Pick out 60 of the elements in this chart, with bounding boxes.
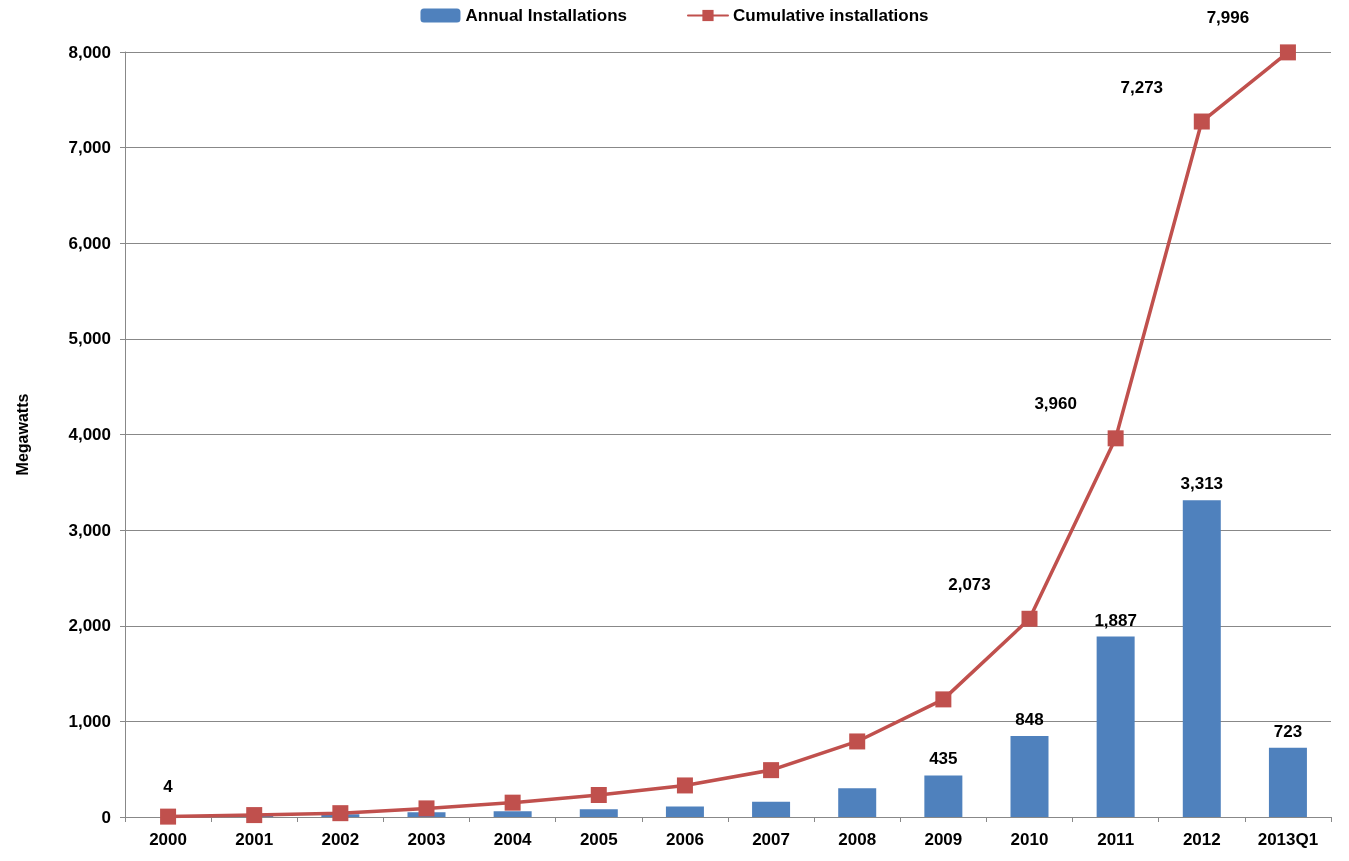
point (935, 691, 952, 708)
x-tick-label: 2008 (838, 830, 877, 849)
x-tick-label: 2005 (579, 830, 618, 849)
point (1107, 430, 1124, 447)
x-tick-label: 2004 (493, 830, 533, 849)
x-tick-label: 2012 (1182, 830, 1221, 849)
data-label: 435 (929, 749, 958, 769)
point (849, 733, 866, 750)
legend-label: Cumulative installations (732, 6, 929, 25)
y-tick-label: 1,000 (68, 711, 111, 731)
y-tick-label: 0 (101, 807, 111, 827)
point (1279, 44, 1296, 61)
point (763, 762, 780, 779)
x-tick-label: 2002 (321, 830, 360, 849)
data-label: 848 (1015, 709, 1044, 729)
x-tick-label: 2011 (1097, 830, 1135, 849)
point (504, 794, 521, 811)
bar (924, 775, 963, 817)
data-label: 2,073 (948, 574, 991, 594)
bar (1010, 735, 1049, 817)
x-tick-label: 2013Q1 (1257, 830, 1319, 849)
bar (752, 801, 791, 817)
x-tick-label: 2000 (149, 830, 187, 849)
data-label: 7,996 (1206, 8, 1250, 28)
data-label: 3,313 (1180, 474, 1224, 494)
point (418, 800, 435, 817)
point (1021, 610, 1038, 627)
bar (1182, 500, 1221, 817)
y-tick-label: 4,000 (68, 425, 111, 444)
y-tick-label: 7,000 (68, 138, 111, 158)
x-tick-label: 2007 (752, 830, 790, 849)
x-tick-label: 2006 (666, 830, 704, 849)
bar (1268, 747, 1307, 817)
y-tick-label: 2,000 (68, 616, 111, 636)
y-tick-label: 8,000 (68, 42, 111, 62)
point (160, 808, 177, 825)
data-label: 723 (1273, 721, 1303, 741)
y-axis-title: Megawatts (13, 393, 31, 476)
x-tick-label: 2010 (1010, 830, 1049, 849)
data-label: 4 (163, 776, 174, 796)
bar (665, 806, 704, 817)
bar (1096, 636, 1135, 817)
y-tick-label: 3,000 (68, 520, 111, 540)
x-tick-label: 2003 (407, 830, 446, 849)
bar (838, 788, 877, 817)
y-tick-label: 5,000 (68, 329, 111, 349)
point (1193, 113, 1210, 130)
data-label: 7,273 (1120, 77, 1164, 97)
data-label: 3,960 (1034, 394, 1077, 414)
point (246, 807, 263, 824)
bar (493, 811, 532, 817)
bar (579, 809, 618, 817)
point (332, 805, 349, 822)
x-tick-label: 2009 (924, 830, 963, 849)
point (676, 777, 693, 794)
point (590, 787, 607, 804)
y-tick-label: 6,000 (68, 233, 111, 253)
data-label: 1,887 (1094, 610, 1137, 630)
x-tick-label: 2001 (235, 830, 274, 849)
legend-label: Annual Installations (465, 6, 627, 25)
